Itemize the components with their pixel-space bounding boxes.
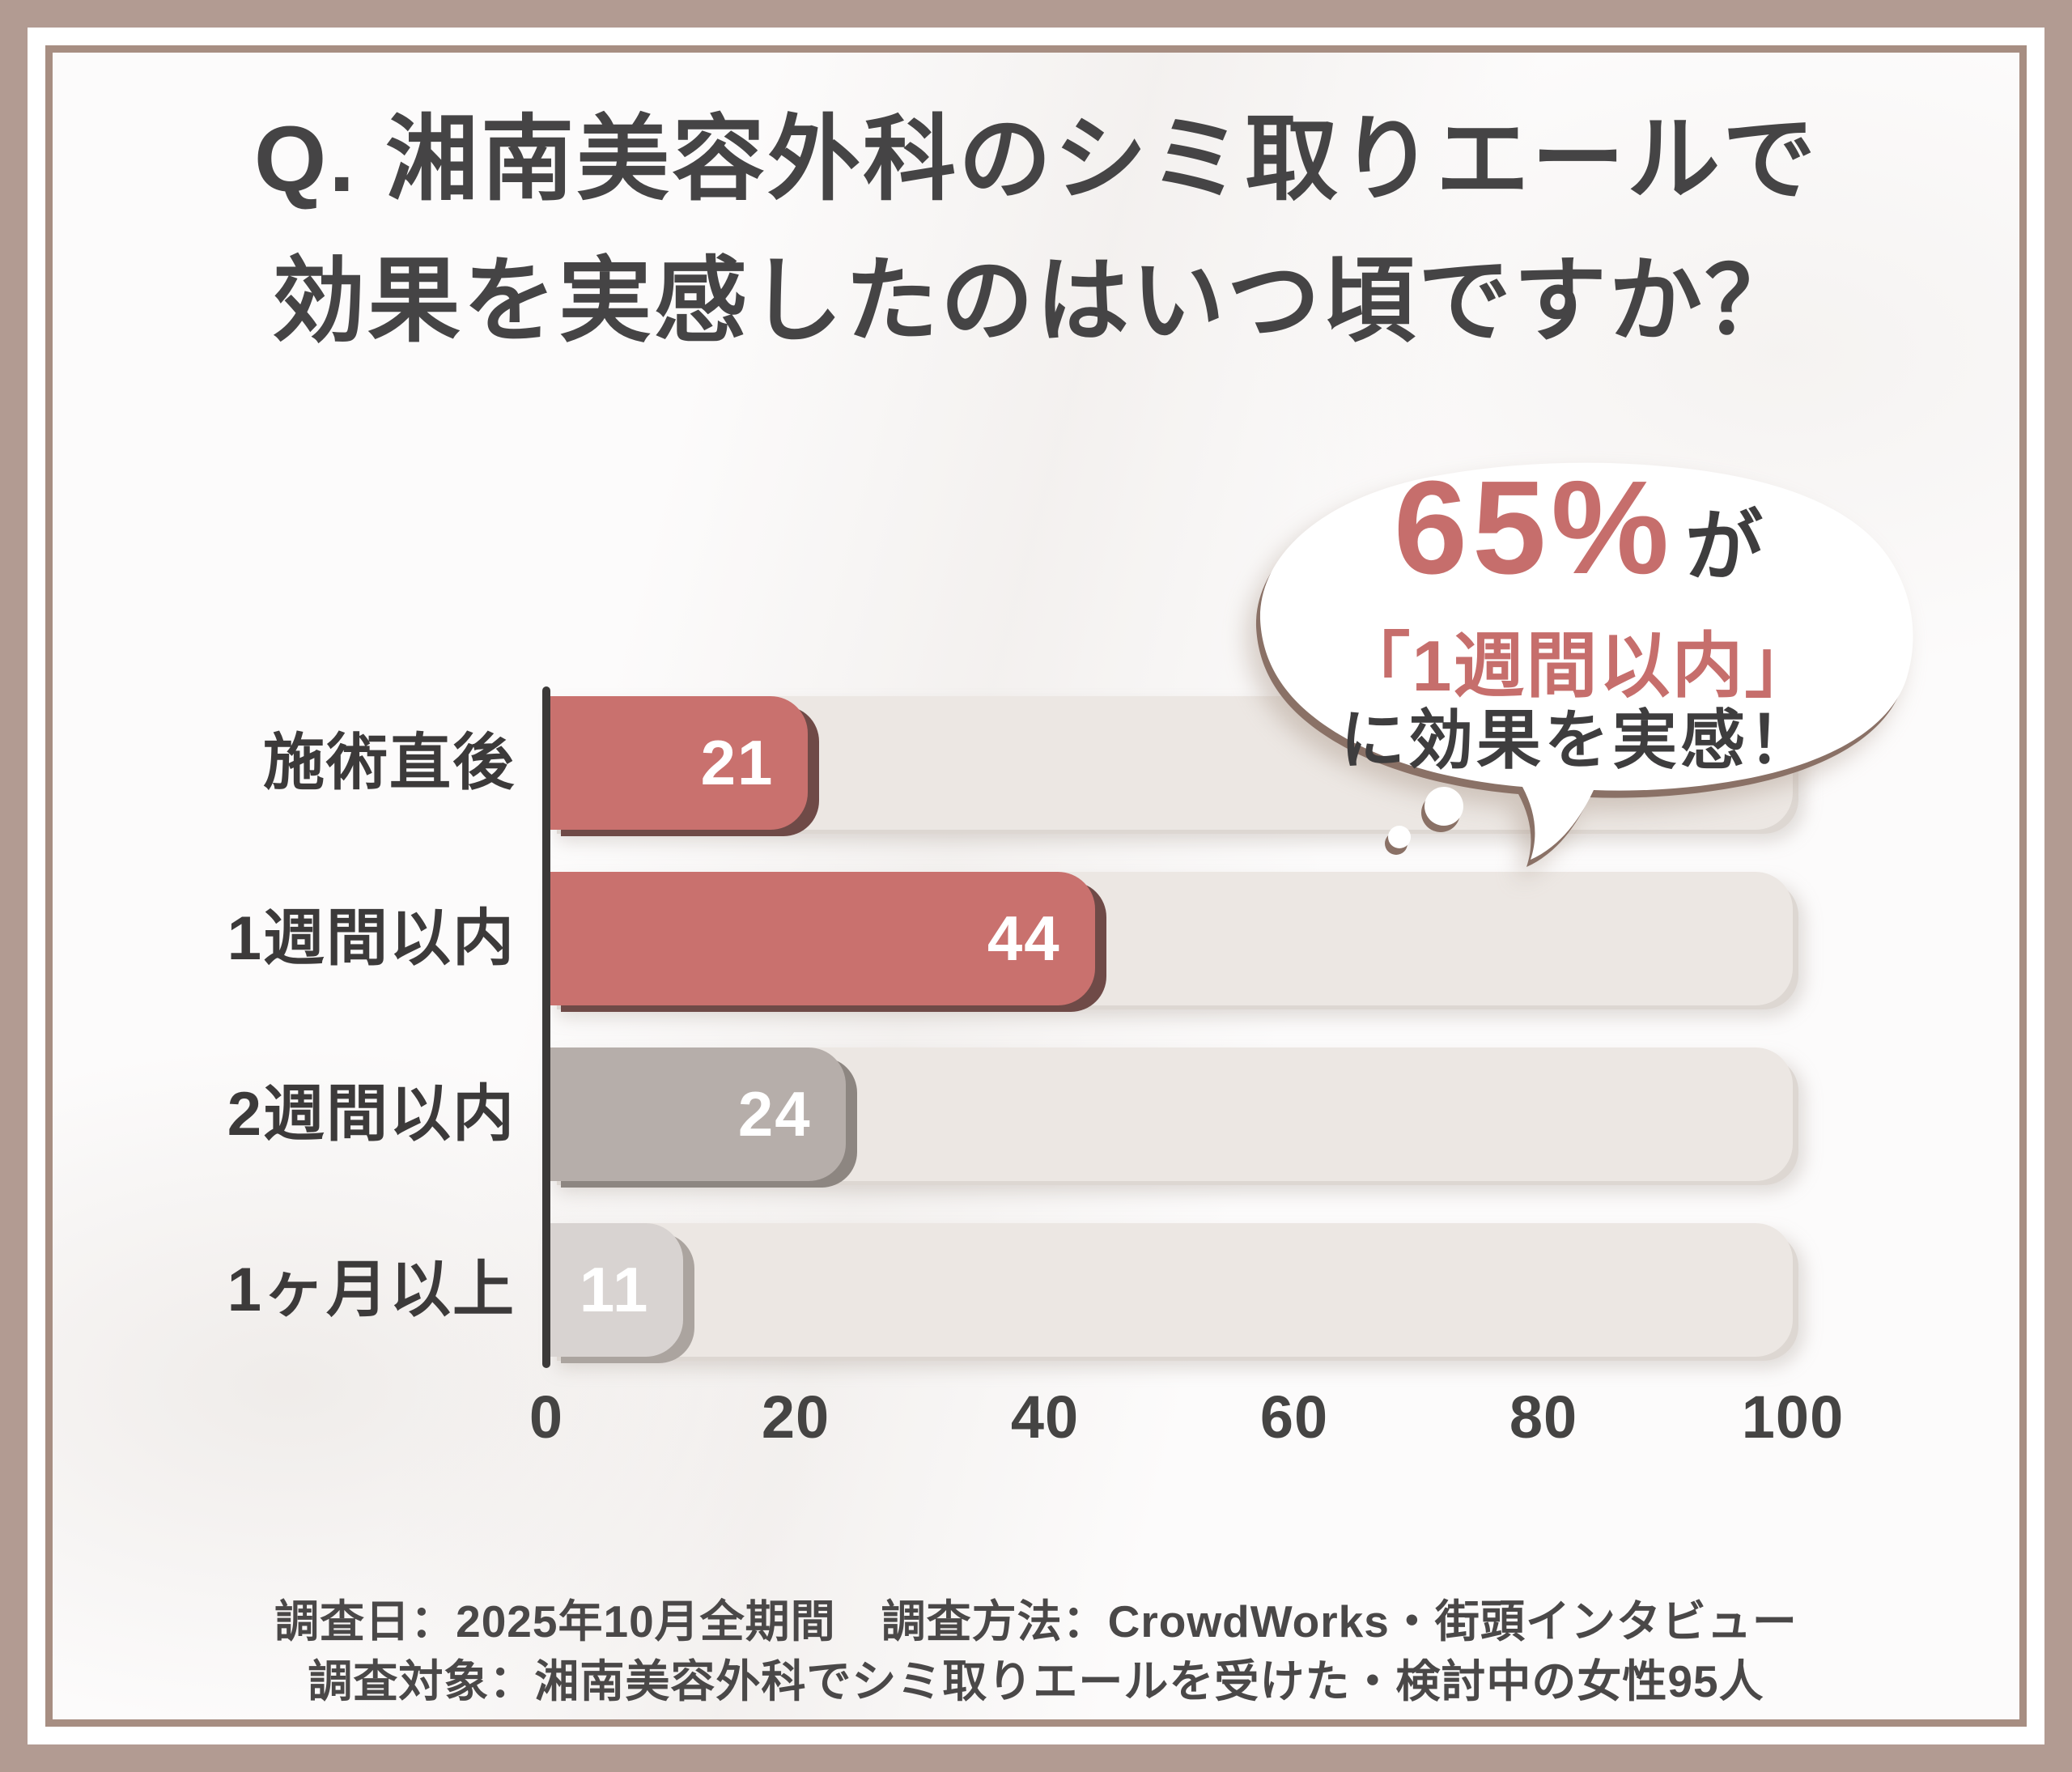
bar-value: 24 [737,1078,812,1149]
speech-bubble: 65% が 「1週間以内」 に効果を実感！ [1210,437,1947,955]
bar: 44 [546,872,1095,1005]
x-tick: 0 [529,1383,564,1451]
bubble-headline: 65% が [1210,461,1947,594]
bubble-highlight-text: 「1週間以内」 [1339,626,1818,706]
bar-chart: 施術直後 21 1週間以内 44 2週間以内 24 1ヶ月以上 11 0 20 … [227,686,1843,1451]
question-title-line1: Q. 湘南美容外科のシミ取りエールで [253,108,1819,211]
survey-note-line2: 調査対象：湘南美容外科でシミ取りエールを受けた・検討中の女性95人 [308,1656,1764,1706]
thought-dot-large [1424,787,1463,826]
question-title-line2: 効果を実感したのはいつ頃ですか？ [271,249,1800,353]
bar: 11 [546,1223,684,1357]
x-axis-ticks: 0 20 40 60 80 100 [529,1383,1843,1455]
category-label: 1ヶ月以上 [227,1256,516,1324]
y-axis-line [542,686,550,1368]
speech-bubble-blob [1259,462,1913,860]
bar-value: 21 [700,727,775,798]
bubble-percent: 65% [1393,453,1675,601]
bar-row-within-2-weeks: 2週間以内 24 [227,1047,1793,1181]
bubble-percent-suffix: が [1685,504,1764,590]
x-tick: 100 [1741,1383,1845,1451]
x-tick: 40 [1010,1383,1080,1451]
bar-track [546,1223,1793,1357]
category-label: 施術直後 [263,729,516,797]
bar-value: 11 [579,1254,650,1325]
thought-dot-small [1388,826,1411,848]
bar: 21 [546,696,809,830]
bar: 24 [546,1047,846,1181]
bubble-conclusion-text: に効果を実感！ [1340,704,1816,776]
x-tick: 60 [1259,1383,1329,1451]
x-tick: 20 [761,1383,830,1451]
bar-row-over-1-month: 1ヶ月以上 11 [227,1223,1793,1357]
survey-note-line1: 調査日：2025年10月全期間 調査方法：CrowdWorks・街頭インタビュー [274,1596,1798,1647]
category-label: 1週間以内 [227,904,516,973]
bar-row-within-1-week: 1週間以内 44 [227,872,1793,1005]
bar-value: 44 [987,903,1061,974]
x-tick: 80 [1509,1383,1578,1451]
category-label: 2週間以内 [227,1080,516,1149]
